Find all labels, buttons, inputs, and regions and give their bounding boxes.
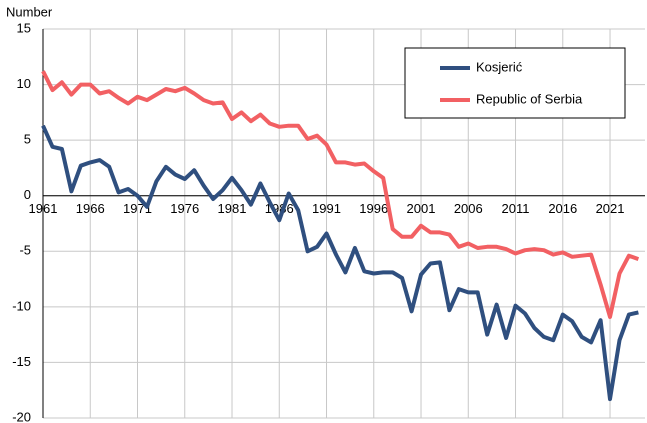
x-tick-label: 2011 xyxy=(502,201,530,216)
x-tick-label: 1996 xyxy=(359,201,388,216)
x-tick-label: 1991 xyxy=(312,201,341,216)
x-tick-label: 2001 xyxy=(407,201,436,216)
y-tick-label: 0 xyxy=(24,187,31,202)
y-tick-label: -20 xyxy=(12,409,31,423)
x-tick-label: 1966 xyxy=(76,201,105,216)
x-tick-label: 2021 xyxy=(596,201,625,216)
x-tick-label: 1976 xyxy=(170,201,199,216)
y-axis-label: Number xyxy=(6,4,53,19)
legend-label: Republic of Serbia xyxy=(476,91,583,106)
y-tick-label: -5 xyxy=(19,243,31,258)
x-tick-label: 1981 xyxy=(218,201,247,216)
y-tick-label: -10 xyxy=(12,298,31,313)
y-tick-label: -15 xyxy=(12,354,31,369)
legend-label: Kosjerić xyxy=(476,59,523,74)
legend-box xyxy=(404,47,626,119)
x-tick-label: 2016 xyxy=(548,201,577,216)
y-tick-label: 15 xyxy=(17,20,31,35)
y-tick-label: 5 xyxy=(24,132,31,147)
y-tick-label: 10 xyxy=(17,76,31,91)
x-tick-label: 2006 xyxy=(454,201,483,216)
series-line xyxy=(41,124,639,402)
series-line xyxy=(41,70,640,319)
